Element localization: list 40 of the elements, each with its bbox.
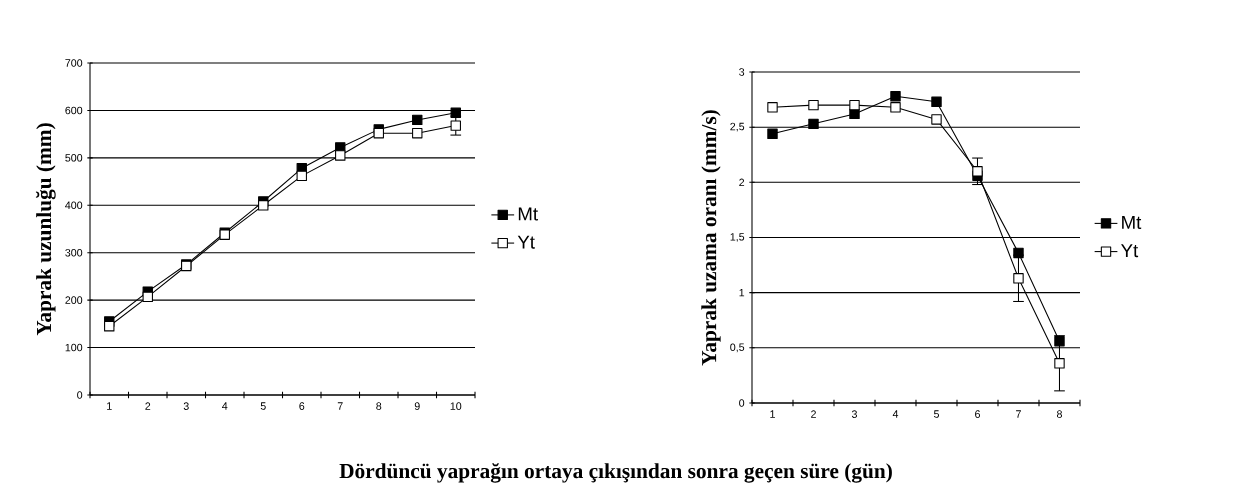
- y-tick-label: 1: [739, 288, 745, 297]
- y-tick-label: 0: [739, 399, 745, 407]
- legend-label: Mt: [1122, 215, 1142, 229]
- y-tick-label: 700: [65, 59, 83, 67]
- y-tick-label: 2: [739, 178, 745, 187]
- x-tick-label: 6: [299, 402, 305, 410]
- x-tick-label: 3: [851, 410, 857, 418]
- x-tick-label: 2: [811, 410, 816, 418]
- x-tick-label: 5: [933, 410, 940, 418]
- x-tick-label: 8: [376, 402, 382, 410]
- legend-label: Yt: [517, 235, 535, 249]
- y-axis-title: Yaprak uzama oranı (mm/s): [701, 110, 721, 366]
- y-tick-label: 400: [65, 201, 83, 210]
- legend-label: Mt: [518, 207, 538, 221]
- x-tick-label: 7: [337, 402, 343, 410]
- x-tick-label: 2: [145, 402, 151, 410]
- y-tick-label: 0: [77, 391, 83, 399]
- x-tick-label: 4: [892, 410, 899, 418]
- y-tick-label: 3: [739, 68, 745, 76]
- x-axis-title: Dördüncü yaprağın ortaya çıkışından sonra geçen süre (gün): [339, 462, 892, 483]
- y-tick-label: 500: [65, 154, 83, 162]
- x-tick-label: 10: [450, 402, 462, 410]
- x-tick-label: 8: [1056, 410, 1062, 418]
- y-tick-label: 200: [65, 296, 83, 304]
- y-tick-label: 300: [65, 248, 83, 257]
- y-tick-label: 0,5: [730, 343, 745, 353]
- x-tick-label: 3: [183, 402, 189, 410]
- y-tick-label: 1,5: [730, 233, 745, 242]
- legend-label: Yt: [1121, 244, 1139, 258]
- x-tick-label: 4: [222, 402, 228, 410]
- x-tick-label: 5: [260, 402, 266, 410]
- x-tick-label: 7: [1016, 410, 1021, 418]
- x-tick-label: 1: [770, 410, 775, 418]
- y-tick-label: 100: [65, 343, 83, 352]
- y-tick-label: 2,5: [730, 122, 745, 132]
- x-tick-label: 9: [414, 402, 420, 410]
- x-tick-label: 6: [975, 410, 980, 418]
- y-axis-title: Yaprak uzunluğu (mm): [35, 123, 56, 336]
- y-tick-label: 600: [65, 106, 83, 115]
- x-tick-label: 1: [107, 402, 112, 410]
